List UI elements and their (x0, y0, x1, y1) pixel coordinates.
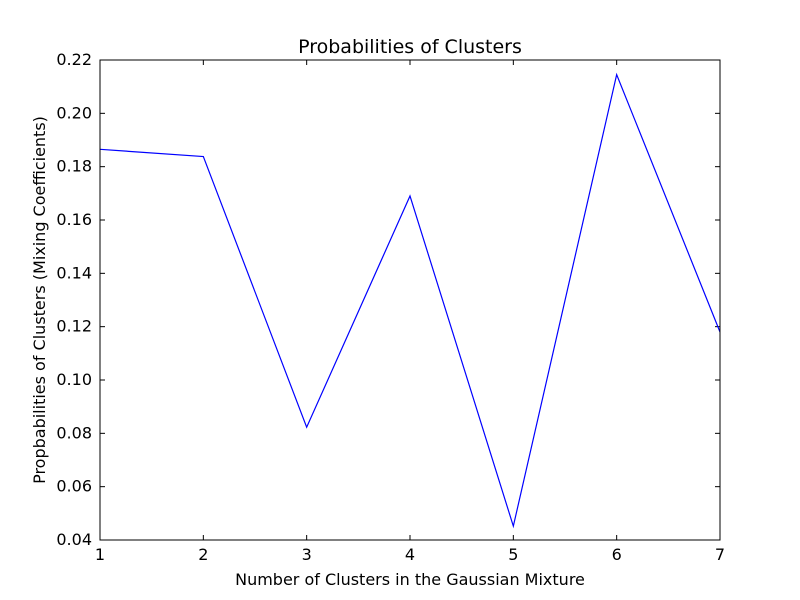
y-tick-label: 0.10 (56, 370, 92, 389)
tick-layer: 1 2 3 4 5 6 7 0.04 0.06 0.08 0.10 0.12 0.14 0.16 0.18 0… (56, 50, 725, 564)
series-layer (99, 72, 721, 529)
x-tick-label: 3 (302, 545, 312, 564)
x-tick-label: 6 (612, 545, 622, 564)
plot-area-frame (99, 59, 721, 541)
x-tick-label: 2 (198, 545, 208, 564)
x-tick-label: 4 (405, 545, 415, 564)
y-tick-label: 0.04 (56, 530, 92, 549)
y-tick-label: 0.20 (56, 103, 92, 122)
x-axis-label: Number of Clusters in the Gaussian Mixtu… (235, 570, 585, 589)
x-tick-label: 5 (508, 545, 518, 564)
x-tick-label: 1 (95, 545, 105, 564)
y-tick-label: 0.18 (56, 157, 92, 176)
y-tick-label: 0.14 (56, 263, 92, 282)
y-tick-label: 0.16 (56, 210, 92, 229)
y-tick-label: 0.12 (56, 317, 92, 336)
series-line (99, 72, 721, 529)
x-tick-label: 7 (715, 545, 725, 564)
y-axis-label: Propbabilities of Clusters (Mixing Coeff… (30, 116, 49, 484)
chart-title: Probabilities of Clusters (298, 36, 522, 58)
y-tick-label: 0.22 (56, 50, 92, 69)
y-tick-label: 0.06 (56, 477, 92, 496)
y-tick-label: 0.08 (56, 423, 92, 442)
